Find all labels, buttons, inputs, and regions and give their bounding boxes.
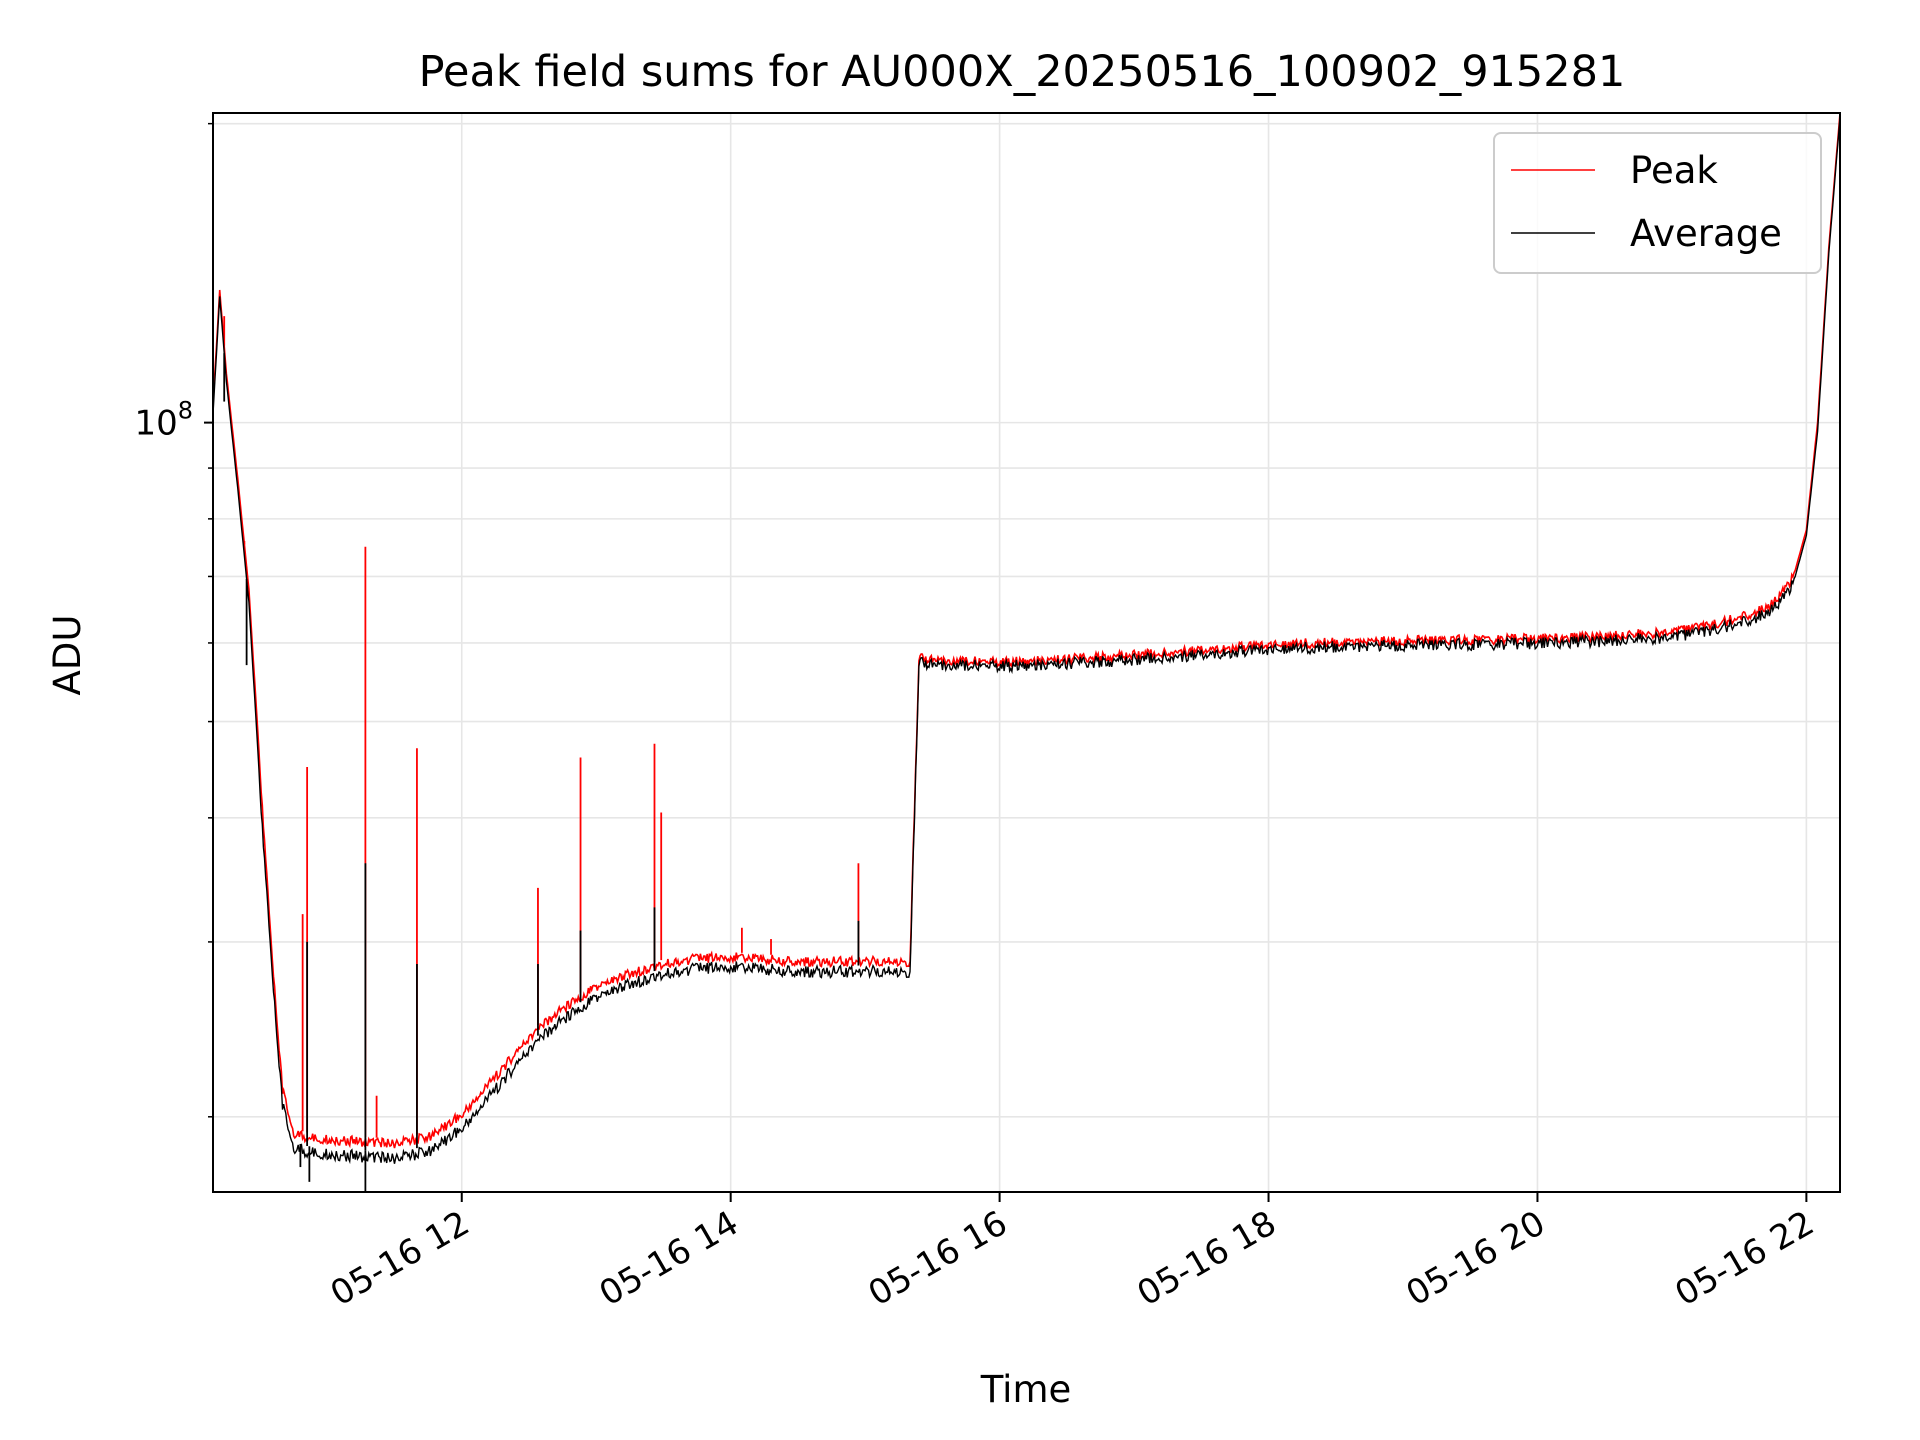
x-axis-label: Time [980,1368,1072,1411]
average-spikes [223,353,860,1192]
plot-area-frame [212,112,1841,1193]
legend-label-average: Average [1630,212,1782,255]
legend: Peak Average [1493,132,1822,274]
y-tick-label: 108 [134,397,193,444]
grid [213,113,1840,1192]
legend-label-peak: Peak [1630,149,1718,192]
legend-box [1493,132,1822,274]
chart-title: Peak field sums for AU000X_20250516_1009… [419,47,1626,97]
y-axis-label: ADU [46,615,89,696]
series-line-average [212,117,1841,1165]
series-layer [212,112,1841,1192]
y-axis-ticks: 108 [134,122,213,1118]
series-line-peak [212,112,1841,1149]
